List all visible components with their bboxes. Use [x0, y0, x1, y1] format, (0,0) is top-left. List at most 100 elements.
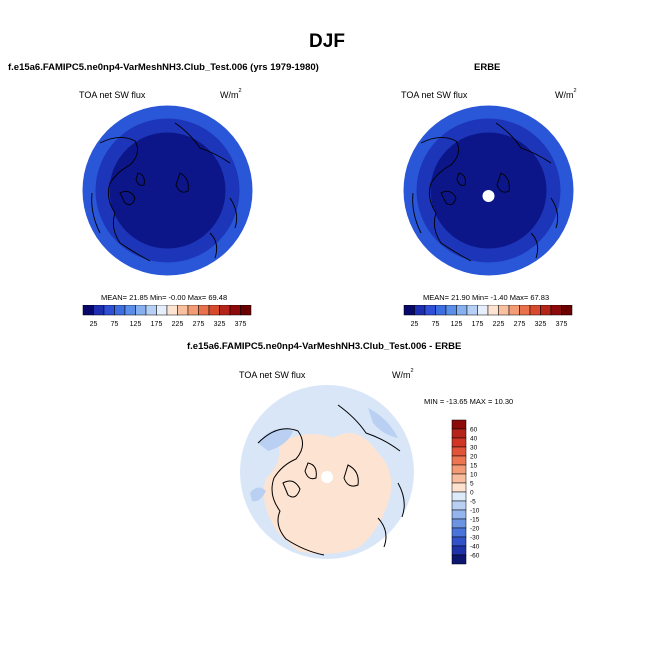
obs-field-label: TOA net SW flux: [401, 90, 468, 100]
diff-colorbar-tick-label: -40: [470, 544, 480, 551]
obs-colorbar-swatch: [550, 305, 562, 316]
model-polar-map: [82, 105, 253, 276]
obs-colorbar-swatch: [498, 305, 510, 316]
model-colorbar-swatch: [177, 305, 189, 316]
model-colorbar-swatch: [114, 305, 126, 316]
diff-colorbar-swatch: [451, 536, 467, 547]
diff-colorbar-swatch: [451, 473, 467, 484]
obs-panel-title: ERBE: [474, 62, 501, 73]
diff-units-label: W/m2: [392, 368, 414, 380]
model-colorbar-swatch: [103, 305, 115, 316]
obs-colorbar-swatch: [519, 305, 531, 316]
obs-colorbar-swatch: [456, 305, 468, 316]
diff-colorbar-swatch: [451, 509, 467, 520]
model-colorbar-swatch: [198, 305, 210, 316]
model-map-interior: [109, 132, 226, 249]
diff-minmax: MIN = -13.65 MAX = 10.30: [424, 397, 514, 406]
diff-light-blue-patches: [250, 408, 398, 502]
model-colorbar-tick-label: 325: [214, 321, 226, 328]
model-colorbar-swatch: [187, 305, 199, 316]
obs-colorbar-swatch: [424, 305, 436, 316]
diff-colorbar-swatch: [451, 527, 467, 538]
obs-colorbar-tick-label: 325: [535, 321, 547, 328]
obs-colorbar-swatch: [529, 305, 541, 316]
obs-colorbar-tick-label: 125: [451, 321, 463, 328]
model-colorbar-tick-label: 25: [90, 321, 98, 328]
diff-field-label: TOA net SW flux: [239, 370, 306, 380]
diff-colorbar-swatch: [451, 464, 467, 475]
model-colorbar-swatch: [93, 305, 105, 316]
obs-colorbar-swatch: [508, 305, 520, 316]
diff-colorbar-tick-label: 40: [470, 436, 478, 443]
diff-map-land-anomaly: [263, 433, 392, 554]
diff-colorbar-swatch: [451, 554, 467, 565]
diff-colorbar-tick-label: 0: [470, 490, 474, 497]
obs-colorbar-swatch: [466, 305, 478, 316]
obs-coastlines: [412, 122, 559, 262]
obs-colorbar-tick-label: 75: [432, 321, 440, 328]
model-colorbar-swatch: [124, 305, 136, 316]
obs-colorbar-tick-label: 375: [556, 321, 568, 328]
diff-colorbar-tick-label: -30: [470, 535, 480, 542]
diff-panel-title: f.e15a6.FAMIPC5.ne0np4-VarMeshNH3.Club_T…: [187, 341, 462, 352]
model-colorbar-tick-label: 175: [151, 321, 163, 328]
obs-colorbar-tick-label: 175: [472, 321, 484, 328]
diff-colorbar-tick-label: 60: [470, 427, 478, 434]
obs-colorbar-swatch: [403, 305, 415, 316]
obs-colorbar-swatch: [540, 305, 552, 316]
obs-colorbar: 25 75 125 175 225 275 325 375: [403, 305, 573, 328]
diff-colorbar-swatch: [451, 518, 467, 529]
diff-colorbar-swatch: [451, 428, 467, 439]
model-field-label: TOA net SW flux: [79, 90, 146, 100]
model-colorbar-tick-label: 375: [235, 321, 247, 328]
model-colorbar-swatch: [229, 305, 241, 316]
diff-colorbar-tick-label: 5: [470, 481, 474, 488]
model-colorbar-swatch: [135, 305, 147, 316]
diff-pole-missing-data: [321, 471, 333, 483]
diff-colorbar: 60 40 30 20 15 10 5 0 -5 -10 -15 -20 -30 -40 -60: [451, 419, 480, 565]
obs-colorbar-swatch: [435, 305, 447, 316]
model-colorbar: 25 75 125 175 225 275 325 375: [82, 305, 252, 328]
obs-colorbar-swatch: [487, 305, 499, 316]
diff-colorbar-tick-label: 15: [470, 463, 478, 470]
diff-colorbar-tick-label: -10: [470, 508, 480, 515]
diff-colorbar-swatch: [451, 500, 467, 511]
diff-colorbar-swatch: [451, 491, 467, 502]
obs-colorbar-tick-label: 225: [493, 321, 505, 328]
model-colorbar-swatch: [82, 305, 94, 316]
diff-colorbar-swatch: [451, 455, 467, 466]
obs-colorbar-tick-label: 25: [411, 321, 419, 328]
model-colorbar-swatch: [145, 305, 157, 316]
page-title: DJF: [309, 31, 345, 52]
obs-colorbar-swatch: [561, 305, 573, 316]
diff-colorbar-tick-label: 30: [470, 445, 478, 452]
obs-colorbar-swatch: [445, 305, 457, 316]
diff-colorbar-swatch: [451, 446, 467, 457]
diff-colorbar-tick-label: -5: [470, 499, 476, 506]
diff-colorbar-swatch: [451, 437, 467, 448]
model-coastlines: [91, 122, 238, 262]
diff-colorbar-tick-label: -20: [470, 526, 480, 533]
model-units-label: W/m2: [220, 88, 242, 100]
model-colorbar-swatch: [166, 305, 178, 316]
obs-stats: MEAN= 21.90 Min= -1.40 Max= 67.83: [423, 293, 550, 302]
diff-colorbar-swatch: [451, 482, 467, 493]
obs-colorbar-swatch: [414, 305, 426, 316]
diff-polar-map: [240, 385, 414, 559]
model-panel-title: f.e15a6.FAMIPC5.ne0np4-VarMeshNH3.Club_T…: [8, 62, 319, 73]
obs-polar-map: [403, 105, 574, 276]
model-stats: MEAN= 21.85 Min= -0.00 Max= 69.48: [101, 293, 228, 302]
diff-colorbar-swatch: [451, 545, 467, 556]
diff-colorbar-tick-label: 20: [470, 454, 478, 461]
diff-colorbar-tick-label: 10: [470, 472, 478, 479]
model-colorbar-swatch: [208, 305, 220, 316]
model-colorbar-swatch: [240, 305, 252, 316]
model-colorbar-tick-label: 125: [130, 321, 142, 328]
obs-units-label: W/m2: [555, 88, 577, 100]
model-colorbar-swatch: [219, 305, 231, 316]
diff-colorbar-tick-label: -15: [470, 517, 480, 524]
diff-colorbar-tick-label: -60: [470, 553, 480, 560]
obs-colorbar-tick-label: 275: [514, 321, 526, 328]
diff-coastlines: [257, 404, 405, 556]
diff-colorbar-swatch: [451, 419, 467, 430]
